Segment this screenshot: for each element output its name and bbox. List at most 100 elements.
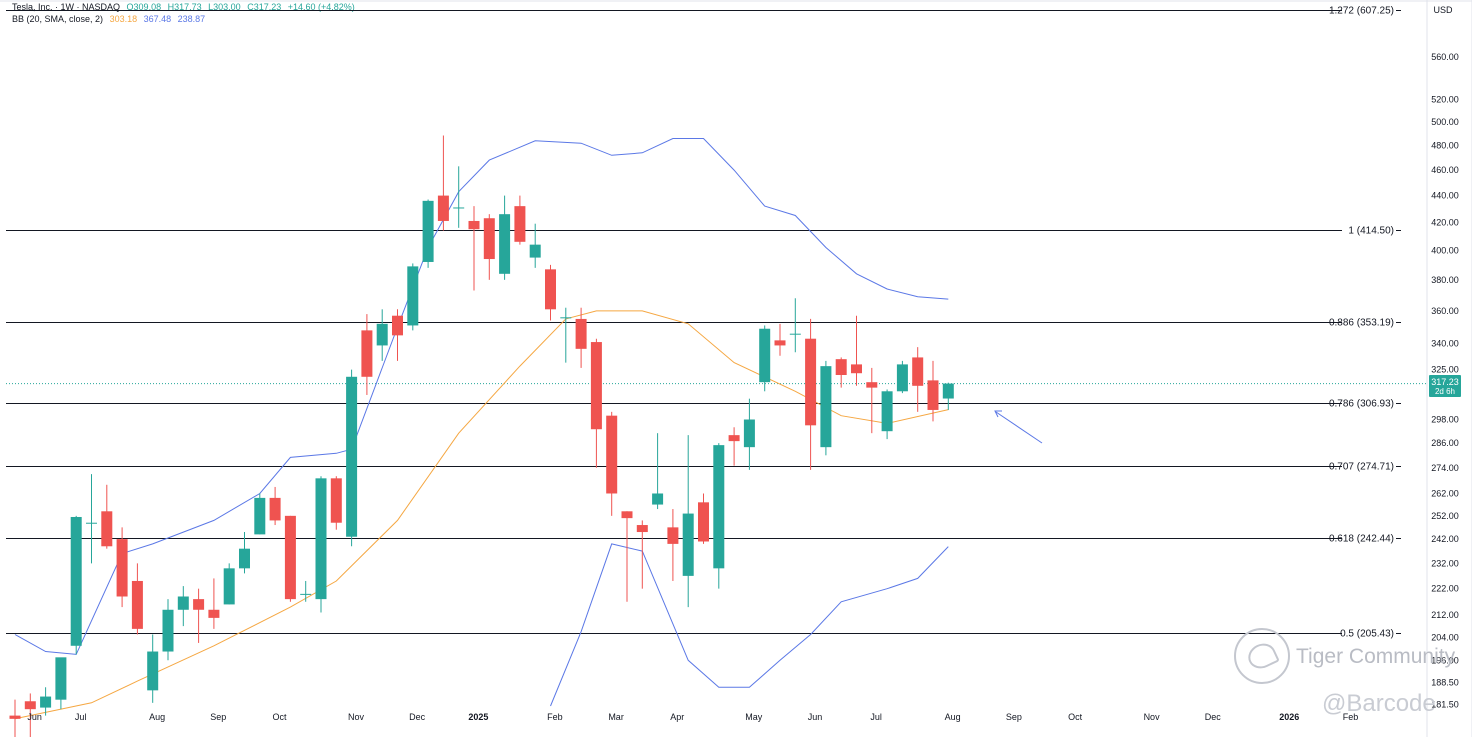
usd-label: USD <box>1433 5 1453 15</box>
candle-body <box>575 318 587 349</box>
candle-body <box>590 342 602 430</box>
watermark-author: @Barcode <box>1322 690 1436 717</box>
bb-lower-value: 238.87 <box>177 14 206 24</box>
candle-body <box>40 696 52 708</box>
candle-down <box>24 693 36 737</box>
candle-up <box>560 307 572 363</box>
last-price-badge <box>1429 375 1461 397</box>
candle-up <box>682 435 694 608</box>
candle-down <box>116 527 128 608</box>
candle-body <box>698 502 709 542</box>
candle-down <box>392 309 403 361</box>
x-tick-label: Feb <box>1343 712 1359 722</box>
candle-up <box>759 325 771 392</box>
candle-up <box>422 199 434 268</box>
candle-up <box>743 398 755 470</box>
y-tick-label: 232.00 <box>1431 558 1459 568</box>
last-price-value: 317.23 <box>1431 377 1459 387</box>
last-price-tag: 317.23 2d 6h <box>1429 375 1461 397</box>
y-tick-label: 222.00 <box>1431 584 1459 594</box>
close-value: C317.23 <box>247 2 282 12</box>
candle-up <box>86 474 97 564</box>
candle-body <box>545 269 556 310</box>
candle-up <box>896 360 908 394</box>
x-tick-label: 2025 <box>468 712 488 722</box>
candle-down <box>866 367 878 434</box>
candle-body <box>636 525 648 533</box>
legend-indicator-row[interactable]: BB (20, SMA, close, 2) 303.18 367.48 238… <box>12 14 209 24</box>
currency-label: USD <box>1433 5 1453 15</box>
bollinger-bands <box>14 138 949 720</box>
candle-body <box>70 516 82 646</box>
candle-up <box>881 389 893 440</box>
candle-body <box>713 445 725 569</box>
y-tick-label: 212.00 <box>1431 610 1459 620</box>
candle-down <box>912 347 924 412</box>
bb-lower-line <box>550 543 949 707</box>
fib-level-label: 1.272 (607.25) <box>1329 6 1394 17</box>
x-tick-label: Aug <box>945 712 961 722</box>
bb-basis-value: 303.18 <box>109 14 138 24</box>
y-tick-label: 196.00 <box>1431 655 1459 665</box>
candle-body <box>560 317 572 319</box>
fib-level-label: 1 (414.50) <box>1348 226 1394 237</box>
candle-up <box>942 382 954 410</box>
fib-level-label: 0.5 (205.43) <box>1340 629 1394 640</box>
change-value: +14.60 (+4.82%) <box>287 2 355 12</box>
candle-down <box>101 484 113 549</box>
candle-body <box>529 244 541 258</box>
candle-body <box>667 527 679 544</box>
x-tick-label: Nov <box>348 712 365 722</box>
candle-up <box>147 634 159 703</box>
axes: 560.00 520.00 500.00 480.00 460.00 440.00 420.… <box>27 52 1458 722</box>
candle-body <box>55 657 67 700</box>
candle-down <box>483 214 495 280</box>
candle-down <box>131 563 143 635</box>
candle-body <box>422 200 434 262</box>
candle-body <box>147 651 159 691</box>
y-tick-label: 400.00 <box>1431 245 1459 255</box>
candle-body <box>131 580 143 629</box>
candle-down <box>9 699 21 737</box>
candle-body <box>177 596 189 610</box>
x-tick-label: Jul <box>870 712 882 722</box>
high-value: H317.73 <box>167 2 202 12</box>
y-tick-label: 181.50 <box>1431 699 1459 709</box>
candle-body <box>361 330 373 377</box>
candle-body <box>942 383 954 399</box>
candle-body <box>912 357 924 386</box>
candle-body <box>315 478 327 600</box>
candle-body <box>896 364 908 392</box>
candle-up <box>239 532 250 574</box>
watermark-brand: Tiger Community <box>1296 645 1456 668</box>
candle-body <box>86 522 97 524</box>
candle-body <box>759 328 771 383</box>
bb-upper-value: 367.48 <box>143 14 172 24</box>
candle-body <box>652 493 664 505</box>
fib-level-label: 0.707 (274.71) <box>1329 462 1394 473</box>
candle-up <box>55 657 67 710</box>
candle-body <box>866 382 878 388</box>
candle-body <box>437 195 449 221</box>
y-tick-label: 500.00 <box>1431 117 1459 127</box>
y-tick-label: 286.00 <box>1431 438 1459 448</box>
fib-level-label: 0.886 (353.19) <box>1329 318 1394 329</box>
x-tick-label: Nov <box>1144 712 1161 722</box>
candle-body <box>116 539 128 597</box>
y-tick-label: 440.00 <box>1431 191 1459 201</box>
candle-body <box>621 511 633 519</box>
candle-body <box>300 593 312 595</box>
y-tick-label: 188.50 <box>1431 678 1459 688</box>
candle-up <box>407 263 419 331</box>
y-tick-label: 325.00 <box>1431 365 1459 375</box>
candle-body <box>284 515 296 600</box>
candle-up <box>40 687 52 716</box>
candle-up <box>376 309 388 361</box>
candle-down <box>927 360 939 422</box>
candle-up <box>453 166 465 228</box>
candle-body <box>162 609 174 652</box>
y-tick-label: 520.00 <box>1431 95 1459 105</box>
fib-level-label: 0.786 (306.93) <box>1329 399 1394 410</box>
x-tick-label: 2026 <box>1279 712 1299 722</box>
